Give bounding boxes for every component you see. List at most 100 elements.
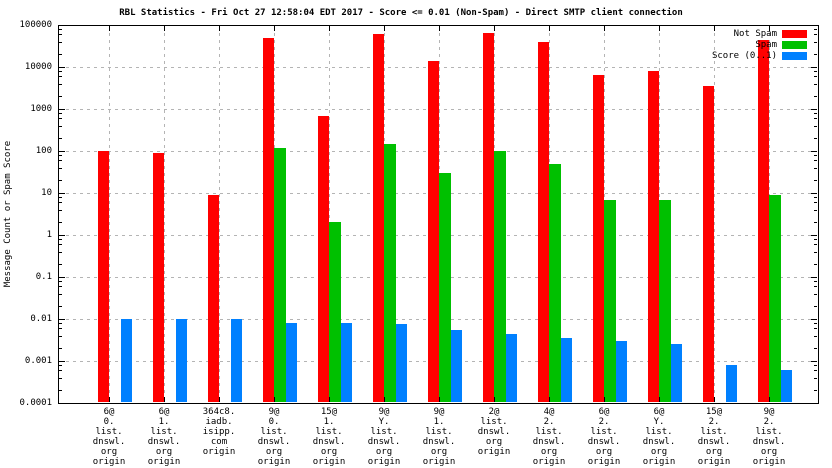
y-minor-tick-left bbox=[59, 286, 62, 288]
x-tick-line: 9@ bbox=[433, 407, 445, 417]
x-tick-line: origin bbox=[257, 457, 291, 467]
x-tick-bottom bbox=[384, 397, 385, 402]
x-tick-label-3: 9@ 0. list. dnswl. org origin bbox=[244, 407, 304, 467]
x-tick-line: dnswl. bbox=[147, 437, 181, 447]
x-tick-line: Y. bbox=[378, 417, 390, 427]
bar-spam-5 bbox=[384, 143, 396, 402]
y-minor-tick-left bbox=[59, 306, 62, 308]
x-tick-line: com bbox=[210, 437, 228, 447]
y-minor-tick-left bbox=[59, 209, 62, 211]
bar-not-spam-2 bbox=[207, 194, 219, 402]
x-tick-line: list. bbox=[315, 427, 343, 437]
x-tick-line: dnswl. bbox=[367, 437, 401, 447]
y-minor-tick-right bbox=[814, 180, 817, 182]
y-major-tick-right bbox=[811, 403, 817, 404]
x-tick-top bbox=[604, 26, 605, 31]
bar-spam-8 bbox=[549, 163, 561, 402]
y-minor-tick-left bbox=[59, 155, 62, 157]
bar-not-spam-6 bbox=[427, 60, 439, 402]
x-tick-bottom bbox=[109, 397, 110, 402]
y-minor-tick-left bbox=[59, 377, 62, 379]
x-tick-line: 2. bbox=[763, 417, 775, 427]
bar-not-spam-8 bbox=[537, 41, 549, 402]
y-minor-tick-left bbox=[59, 160, 62, 162]
y-major-tick-left bbox=[59, 109, 65, 110]
x-tick-line: list. bbox=[425, 427, 453, 437]
x-tick-line: Y. bbox=[653, 417, 665, 427]
x-tick-line: dnswl. bbox=[257, 437, 291, 447]
v-gridline bbox=[219, 26, 220, 403]
y-minor-tick-left bbox=[59, 323, 62, 325]
bar-not-spam-4 bbox=[317, 115, 329, 402]
y-major-tick-right bbox=[811, 235, 817, 236]
y-major-tick-right bbox=[811, 319, 817, 320]
x-tick-label-11: 15@ 2. list. dnswl. org origin bbox=[684, 407, 744, 467]
y-minor-tick-left bbox=[59, 251, 62, 253]
x-tick-line: list. bbox=[95, 427, 123, 437]
x-tick-line: origin bbox=[367, 457, 401, 467]
x-tick-top bbox=[329, 26, 330, 31]
bar-not-spam-1 bbox=[152, 152, 164, 402]
y-tick-label: 100 bbox=[35, 146, 52, 156]
y-major-tick-right bbox=[811, 109, 817, 110]
y-minor-tick-right bbox=[814, 197, 817, 199]
y-minor-tick-right bbox=[814, 202, 817, 204]
bar-score-0-1-5 bbox=[395, 324, 407, 402]
y-minor-tick-left bbox=[59, 365, 62, 367]
x-tick-line: list. bbox=[480, 417, 508, 427]
x-tick-line: 6@ bbox=[653, 407, 665, 417]
y-minor-tick-left bbox=[59, 34, 62, 36]
y-major-tick-left bbox=[59, 67, 65, 68]
bar-not-spam-12 bbox=[757, 39, 769, 402]
y-tick-label: 10 bbox=[41, 188, 52, 198]
y-axis-label: Message Count or Spam Score bbox=[3, 140, 13, 288]
x-tick-line: 1. bbox=[433, 417, 445, 427]
x-tick-line: 2. bbox=[708, 417, 720, 427]
x-tick-line: list. bbox=[150, 427, 178, 437]
bar-score-0-1-10 bbox=[670, 344, 682, 402]
bar-score-0-1-3 bbox=[285, 323, 297, 402]
x-tick-line: dnswl. bbox=[642, 437, 676, 447]
x-tick-line: 2. bbox=[543, 417, 555, 427]
x-tick-line: dnswl. bbox=[92, 437, 126, 447]
x-tick-line: origin bbox=[422, 457, 456, 467]
y-minor-tick-left bbox=[59, 281, 62, 283]
y-minor-tick-left bbox=[59, 76, 62, 78]
x-tick-line: list. bbox=[700, 427, 728, 437]
x-tick-top bbox=[164, 26, 165, 31]
x-tick-line: list. bbox=[755, 427, 783, 437]
x-tick-bottom bbox=[604, 397, 605, 402]
x-tick-line: origin bbox=[477, 447, 511, 457]
x-tick-label-12: 9@ 2. list. dnswl. org origin bbox=[739, 407, 799, 467]
y-minor-tick-right bbox=[814, 286, 817, 288]
legend-swatch-0 bbox=[782, 30, 807, 38]
x-tick-line: org bbox=[375, 447, 393, 457]
bar-score-0-1-2 bbox=[230, 319, 242, 402]
bar-not-spam-9 bbox=[592, 74, 604, 402]
plot-area bbox=[58, 25, 819, 404]
y-minor-tick-left bbox=[59, 125, 62, 127]
y-tick-label: 0.1 bbox=[35, 272, 52, 282]
x-tick-line: origin bbox=[697, 457, 731, 467]
y-minor-tick-left bbox=[59, 264, 62, 266]
x-tick-label-10: 6@ Y. list. dnswl. org origin bbox=[629, 407, 689, 467]
x-tick-line: list. bbox=[645, 427, 673, 437]
x-tick-line: dnswl. bbox=[422, 437, 456, 447]
x-tick-bottom bbox=[714, 397, 715, 402]
y-minor-tick-right bbox=[814, 390, 817, 392]
x-tick-bottom bbox=[329, 397, 330, 402]
y-tick-label: 0.001 bbox=[24, 356, 52, 366]
x-tick-line: org bbox=[760, 447, 778, 457]
x-tick-bottom bbox=[494, 397, 495, 402]
y-minor-tick-right bbox=[814, 71, 817, 73]
y-minor-tick-left bbox=[59, 335, 62, 337]
y-minor-tick-left bbox=[59, 118, 62, 120]
y-major-tick-right bbox=[811, 25, 817, 26]
x-tick-line: 0. bbox=[268, 417, 280, 427]
y-major-tick-left bbox=[59, 319, 65, 320]
x-tick-line: list. bbox=[260, 427, 288, 437]
y-minor-tick-right bbox=[814, 96, 817, 98]
legend-label-0: Not Spam bbox=[733, 29, 777, 39]
y-minor-tick-left bbox=[59, 202, 62, 204]
